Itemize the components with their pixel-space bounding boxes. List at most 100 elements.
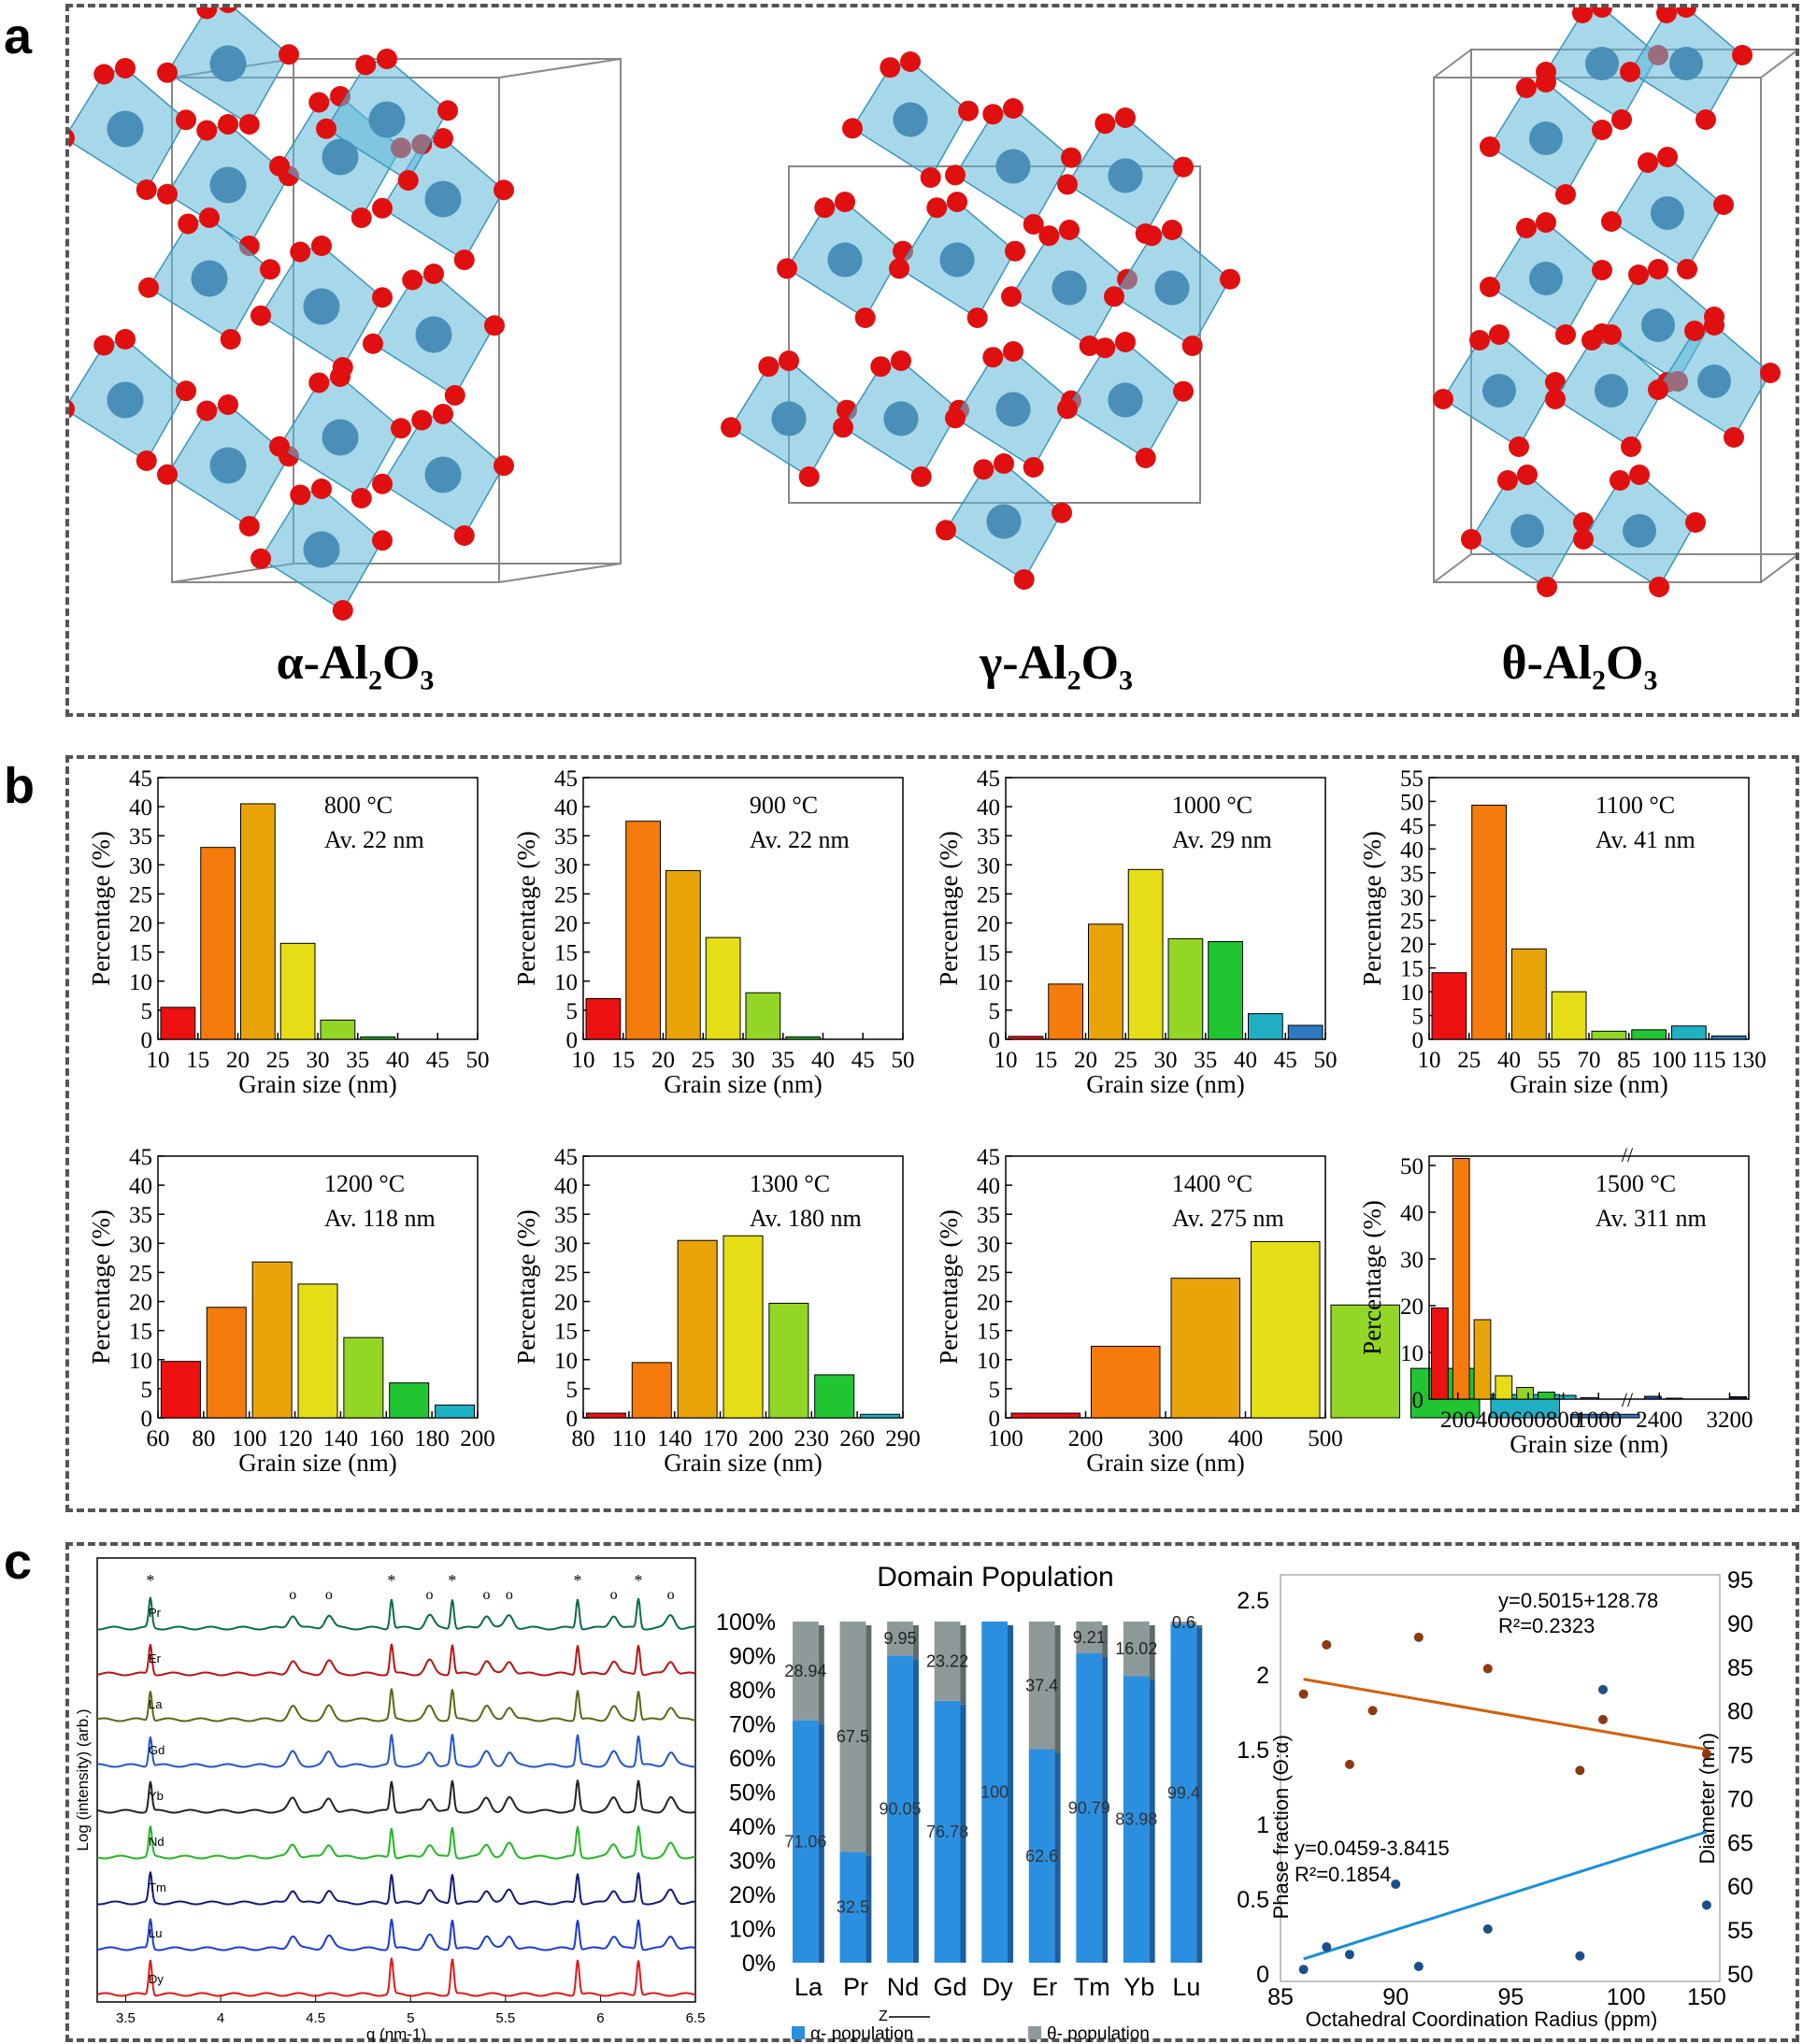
x-tick-label: 140 [323, 1426, 359, 1451]
oxygen-atom [218, 394, 238, 415]
oxygen-atom [1648, 259, 1668, 279]
theta-value-label: 9.95 [883, 1629, 916, 1648]
x-tick-label: 80 [192, 1426, 215, 1451]
aluminum-atom [424, 456, 462, 493]
oxygen-atom [891, 350, 911, 371]
oxygen-atom [833, 417, 853, 438]
x-axis-label: Grain size (nm) [238, 1449, 396, 1477]
aluminum-atom [1595, 374, 1628, 407]
oxygen-atom [311, 236, 332, 256]
legend-alpha-swatch [792, 2026, 805, 2039]
aluminum-atom [424, 180, 462, 218]
aluminum-atom [1651, 196, 1684, 230]
oxygen-atom [332, 600, 353, 621]
y-tick-label: 10 [129, 970, 152, 995]
oxygen-atom [178, 213, 199, 235]
aluminum-atom [1510, 514, 1544, 548]
oxygen-atom [196, 400, 218, 422]
data-point-bottom [1701, 1900, 1711, 1910]
chart-average-size: Av. 180 nm [750, 1205, 862, 1232]
axis-break-mark: // [1622, 1388, 1634, 1411]
y-tick-label: 10 [554, 1349, 578, 1374]
oxygen-atom [1023, 214, 1044, 235]
oxygen-atom [157, 183, 178, 205]
y-right-tick-label: 80 [1727, 1699, 1753, 1725]
y-tick-label: 90% [729, 1644, 776, 1670]
x-tick-label: 40 [1234, 1048, 1257, 1073]
oxygen-atom [1023, 457, 1044, 478]
oxygen-atom [1497, 470, 1518, 491]
oxygen-atom [721, 417, 741, 438]
y-tick-label: 45 [554, 766, 578, 792]
alpha-bar [887, 1655, 913, 1963]
r2-bottom: R²=0.1854 [1295, 1863, 1391, 1886]
oxygen-atom [391, 418, 411, 439]
x-tick-label: 5 [407, 2010, 414, 2026]
y-tick-label: 20 [129, 1291, 152, 1316]
x-tick-label: 230 [794, 1426, 830, 1451]
trend-line-top [1303, 1678, 1708, 1751]
bar [1631, 1029, 1667, 1040]
aluminum-atom [415, 316, 452, 353]
oxygen-atom [1685, 512, 1706, 533]
y-axis-label: Percentage (%) [935, 831, 963, 986]
y-tick-label: 20 [977, 912, 1000, 937]
y-right-tick-label: 90 [1727, 1611, 1753, 1637]
y-tick-label: 30 [1400, 1248, 1424, 1273]
aluminum-atom [893, 102, 928, 137]
oxygen-atom [1079, 336, 1100, 356]
aluminum-atom [1529, 262, 1563, 295]
theta-bar [1028, 1622, 1055, 1750]
oxygen-atom [1610, 470, 1630, 491]
alpha-al2o3-label: α-Al2O3 [276, 636, 435, 696]
oxygen-atom [1648, 379, 1668, 400]
x-tick-label: 260 [839, 1426, 875, 1451]
bar [160, 1361, 201, 1419]
oxygen-atom [1005, 240, 1025, 262]
xrd-series-label: Nd [149, 1835, 165, 1849]
alpha-bar [1123, 1676, 1150, 1963]
theta-structure [1433, 7, 1781, 597]
bar [860, 1413, 901, 1419]
bar [206, 1307, 247, 1419]
bar [665, 870, 701, 1040]
aluminum-atom [939, 242, 975, 278]
x-tick-label: 55 [1538, 1048, 1561, 1073]
bar [1330, 1304, 1401, 1419]
y-tick-label: 15 [129, 1320, 152, 1345]
oxygen-atom [1461, 529, 1481, 550]
xrd-trace-dy [96, 1957, 696, 1997]
x-tick-label: 200 [1440, 1408, 1476, 1433]
aluminum-atom [827, 242, 863, 278]
legend-theta-label: θ- population [1047, 2024, 1150, 2042]
oxygen-atom [936, 520, 956, 541]
alpha-bar [981, 1622, 1009, 1963]
oxygen-atom [1621, 436, 1641, 457]
oxygen-atom [1516, 78, 1537, 98]
x-tick-label: 290 [885, 1426, 921, 1451]
alpha-value-label: 32.5 [837, 1898, 869, 1917]
oxygen-atom [238, 516, 260, 536]
oxygen-atom [1573, 529, 1594, 550]
theta-value-label: 0.6 [1172, 1613, 1195, 1632]
histogram-6: 0 5 10 15 20 25 30 35 40 45 80 110 140 170 200 230 260 29… [512, 1145, 921, 1477]
oxygen-atom [1555, 324, 1576, 345]
theta-bar [1170, 1622, 1197, 1624]
x-tick-label: 10 [995, 1048, 1018, 1073]
oxygen-atom [316, 118, 336, 139]
bar-side [1149, 1625, 1155, 1680]
x-tick-label: 300 [1148, 1426, 1183, 1451]
y-tick-label: 20 [554, 1291, 578, 1316]
x-tick-label: 4 [217, 2010, 224, 2026]
bar [1170, 1278, 1241, 1419]
x-tick-label: 115 [1692, 1048, 1726, 1073]
circle-marker: o [610, 1587, 618, 1603]
oxygen-atom [1656, 7, 1677, 23]
oxygen-atom [279, 44, 299, 65]
y-tick-label: 5 [989, 1378, 1001, 1403]
data-point-bottom [1598, 1684, 1609, 1694]
oxygen-atom [1038, 225, 1060, 247]
y-tick-label: 30 [977, 1232, 1000, 1257]
oxygen-atom [196, 120, 218, 141]
bar [1287, 1024, 1324, 1040]
